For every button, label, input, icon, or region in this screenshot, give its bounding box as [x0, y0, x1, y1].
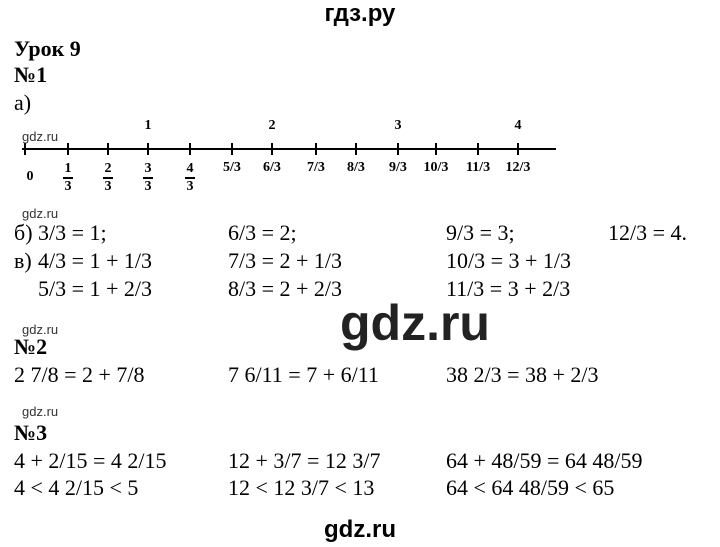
equation: 4 + 2/15 = 4 2/15: [14, 448, 167, 473]
equation: 4 < 4 2/15 < 5: [14, 475, 139, 500]
watermark: gdz.ru: [22, 404, 59, 419]
equation: 12/3 = 4.: [608, 220, 688, 245]
fraction-bar: [143, 177, 153, 179]
equation: 64 < 64 48/59 < 65: [446, 475, 615, 500]
equation: 7/3 = 2 + 1/3: [228, 248, 343, 273]
inline-label: 8/3: [347, 160, 365, 175]
equation: 2 7/8 = 2 + 7/8: [14, 362, 145, 387]
inline-label: 7/3: [307, 160, 325, 175]
equation: 10/3 = 3 + 1/3: [446, 248, 572, 273]
denominator: 3: [144, 179, 152, 194]
numerator: 4: [186, 161, 194, 176]
equation: 12 < 12 3/7 < 13: [228, 475, 375, 500]
top-label: 3: [394, 118, 402, 133]
fraction-bar: [63, 177, 73, 179]
zero-label: 0: [26, 169, 34, 184]
task-title: №2: [14, 334, 48, 359]
inline-label: 5/3: [223, 160, 241, 175]
part-label: б): [14, 220, 33, 245]
top-label: 2: [268, 118, 276, 133]
numerator: 3: [144, 161, 152, 176]
big-watermark: gdz.ru: [340, 295, 490, 351]
part-label: а): [14, 90, 32, 115]
ticks: [24, 143, 519, 155]
equation: 9/3 = 3;: [446, 220, 515, 245]
inline-label: 6/3: [263, 160, 281, 175]
equation: 6/3 = 2;: [228, 220, 297, 245]
equation: 5/3 = 1 + 2/3: [38, 276, 153, 301]
task-title: №1: [14, 62, 48, 87]
watermark: gdz.ru: [22, 129, 59, 144]
part-label: в): [14, 248, 32, 273]
denominator: 3: [64, 179, 72, 194]
inline-label: 9/3: [389, 160, 407, 175]
numerator: 2: [104, 161, 112, 176]
lesson-title: Урок 9: [14, 36, 81, 61]
inline-label: 10/3: [423, 160, 449, 175]
equation: 38 2/3 = 38 + 2/3: [446, 362, 599, 387]
equation: 7 6/11 = 7 + 6/11: [228, 362, 379, 387]
footer: gdz.ru: [324, 516, 396, 543]
task-title: №3: [14, 420, 48, 445]
denominator: 3: [186, 179, 194, 194]
inline-label: 12/3: [505, 160, 531, 175]
equation: 4/3 = 1 + 1/3: [38, 248, 153, 273]
top-label: 4: [514, 118, 522, 133]
fraction-bar: [185, 177, 195, 179]
watermark: gdz.ru: [22, 206, 59, 221]
header: гдз.ру: [324, 0, 396, 27]
equation: 64 + 48/59 = 64 48/59: [446, 448, 643, 473]
equation: 12 + 3/7 = 12 3/7: [228, 448, 381, 473]
denominator: 3: [104, 179, 112, 194]
inline-label: 11/3: [466, 160, 491, 175]
top-label: 1: [144, 118, 152, 133]
equation: 8/3 = 2 + 2/3: [228, 276, 343, 301]
equation: 11/3 = 3 + 2/3: [446, 276, 571, 301]
fraction-bar: [103, 177, 113, 179]
equation: 3/3 = 1;: [38, 220, 107, 245]
numerator: 1: [64, 161, 72, 176]
watermark: gdz.ru: [22, 322, 59, 337]
